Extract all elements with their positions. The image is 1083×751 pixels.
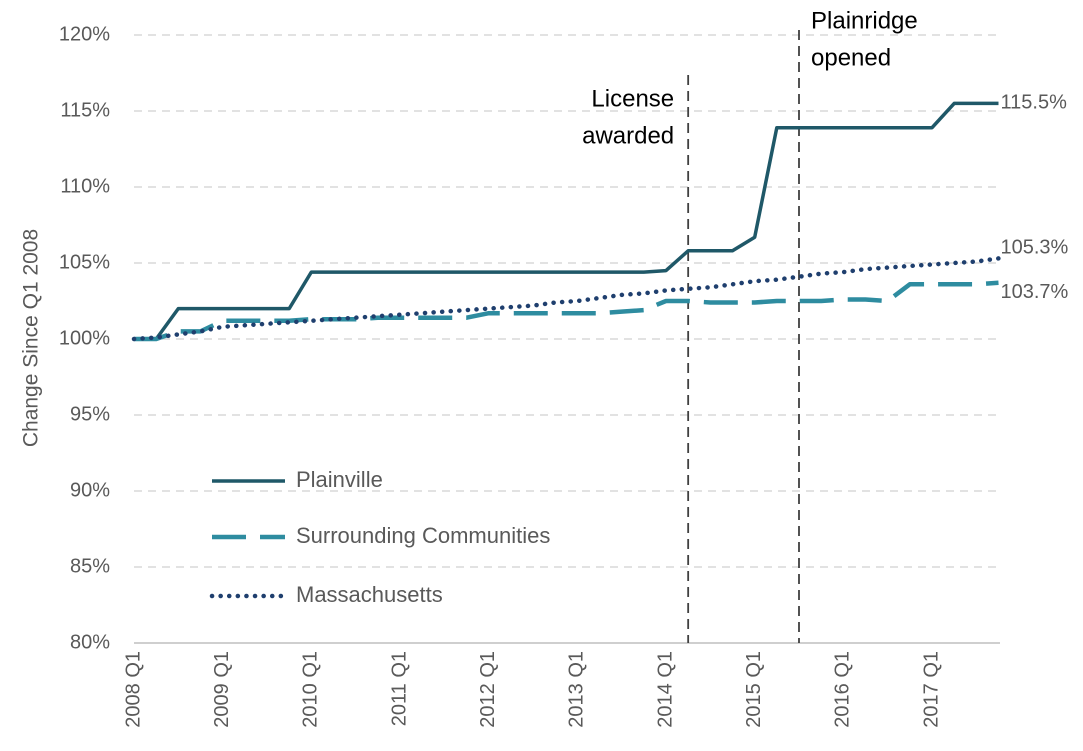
legend-label: Massachusetts bbox=[296, 582, 443, 607]
x-tick-label: 2016 Q1 bbox=[832, 651, 854, 728]
y-tick-label: 95% bbox=[70, 403, 110, 425]
x-tick-label: 2015 Q1 bbox=[743, 651, 765, 728]
series-line bbox=[134, 101, 999, 341]
x-tick-label: 2009 Q1 bbox=[211, 651, 233, 728]
legend-label: Surrounding Communities bbox=[296, 523, 550, 548]
y-tick-label: 90% bbox=[70, 479, 110, 501]
x-tick-label: 2012 Q1 bbox=[477, 651, 499, 728]
annotation-label: awarded bbox=[582, 122, 674, 149]
x-tick-label: 2013 Q1 bbox=[566, 651, 588, 728]
y-tick-label: 120% bbox=[59, 23, 110, 45]
annotation-label: Plainridge bbox=[811, 7, 918, 34]
x-tick-label: 2017 Q1 bbox=[920, 651, 942, 728]
y-tick-label: 105% bbox=[59, 251, 110, 273]
y-tick-label: 100% bbox=[59, 327, 110, 349]
x-tick-label: 2011 Q1 bbox=[388, 651, 410, 726]
annotation-label: opened bbox=[811, 44, 891, 71]
x-tick-label: 2010 Q1 bbox=[300, 651, 322, 728]
y-axis-label: Change Since Q1 2008 bbox=[20, 229, 43, 447]
value-label: 105.3% bbox=[1001, 237, 1069, 259]
series-line bbox=[131, 256, 1001, 342]
annotation-label: License bbox=[591, 85, 674, 112]
x-tick-label: 2008 Q1 bbox=[122, 651, 144, 728]
y-tick-label: 85% bbox=[70, 555, 110, 577]
y-tick-label: 110% bbox=[60, 175, 110, 197]
series-line bbox=[134, 280, 999, 342]
x-tick-label: 2014 Q1 bbox=[654, 651, 676, 728]
value-label: 115.5% bbox=[1001, 92, 1068, 114]
legend-label: Plainville bbox=[296, 467, 383, 492]
y-tick-label: 80% bbox=[70, 631, 110, 653]
value-label: 103.7% bbox=[1001, 281, 1069, 303]
y-tick-label: 115% bbox=[60, 99, 110, 121]
